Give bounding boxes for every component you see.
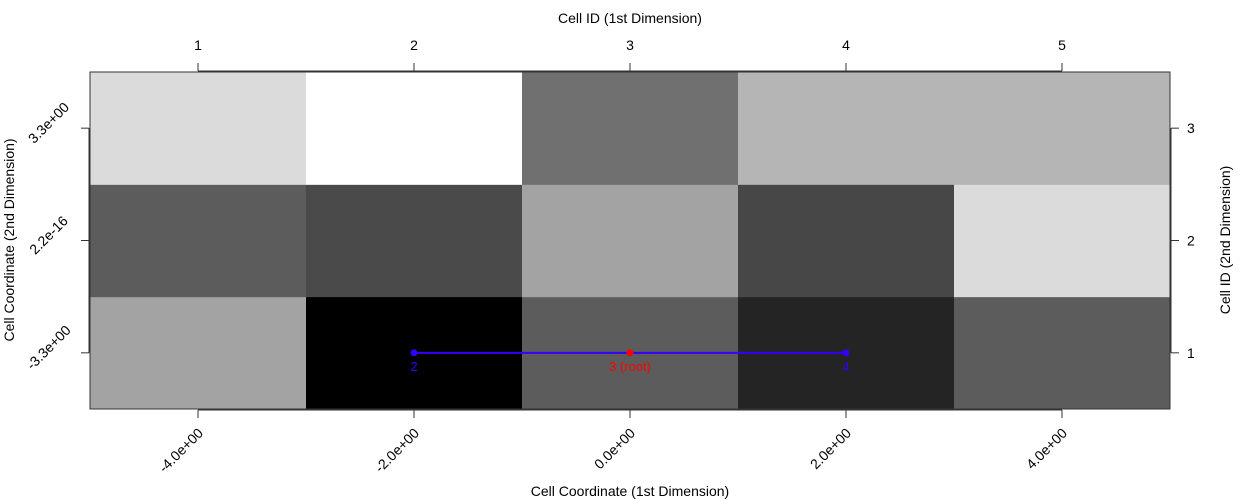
heatmap-cell: [306, 72, 523, 185]
path-node: [842, 349, 850, 357]
heatmap-cell: [90, 72, 307, 185]
y-left-label: Cell Coordinate (2nd Dimension): [1, 138, 17, 341]
root-node-label: 3 (root): [609, 359, 651, 374]
bottom-tick-label: 2.0e+00: [807, 425, 855, 473]
path-overlay: 2 3 (root) 4: [410, 349, 850, 374]
heatmap-cell: [738, 72, 955, 185]
top-tick-label: 5: [1058, 37, 1066, 53]
left-tick-label: 2.2e-16: [26, 212, 71, 257]
heatmap-cell: [306, 184, 523, 298]
plot-frame: [89, 71, 1171, 410]
path-node: [410, 349, 418, 357]
left-tick-label: -3.3e+00: [23, 322, 74, 373]
top-tick-label: 3: [626, 37, 634, 53]
path-node-label: 2: [410, 359, 417, 374]
bottom-tick-label: 0.0e+00: [591, 425, 639, 473]
bottom-tick-label: -2.0e+00: [371, 425, 422, 476]
y-right-label: Cell ID (2nd Dimension): [1217, 166, 1233, 315]
bottom-tick-label: -4.0e+00: [155, 425, 206, 476]
top-tick-label: 2: [410, 37, 418, 53]
right-tick-label: 3: [1187, 120, 1195, 136]
heatmap-cell: [954, 72, 1171, 185]
x-bottom-label: Cell Coordinate (1st Dimension): [531, 483, 729, 499]
top-tick-label: 1: [194, 37, 202, 53]
right-tick-label: 1: [1187, 345, 1195, 361]
heatmap-cells: [90, 72, 1171, 410]
heatmap-cell: [90, 184, 307, 298]
right-tick-label: 2: [1187, 233, 1195, 249]
root-node: [626, 349, 634, 357]
heatmap-cell: [90, 296, 307, 410]
heatmap-cell: [954, 296, 1171, 410]
left-tick-label: 3.3e+00: [25, 99, 73, 147]
heatmap-cell: [954, 184, 1171, 298]
path-node-label: 4: [842, 359, 849, 374]
heatmap-cell: [522, 184, 739, 298]
bottom-tick-label: 4.0e+00: [1023, 425, 1071, 473]
heatmap-cell: [522, 72, 739, 185]
top-tick-label: 4: [842, 37, 850, 53]
heatmap-cell: [738, 184, 955, 298]
x-top-label: Cell ID (1st Dimension): [558, 10, 702, 26]
